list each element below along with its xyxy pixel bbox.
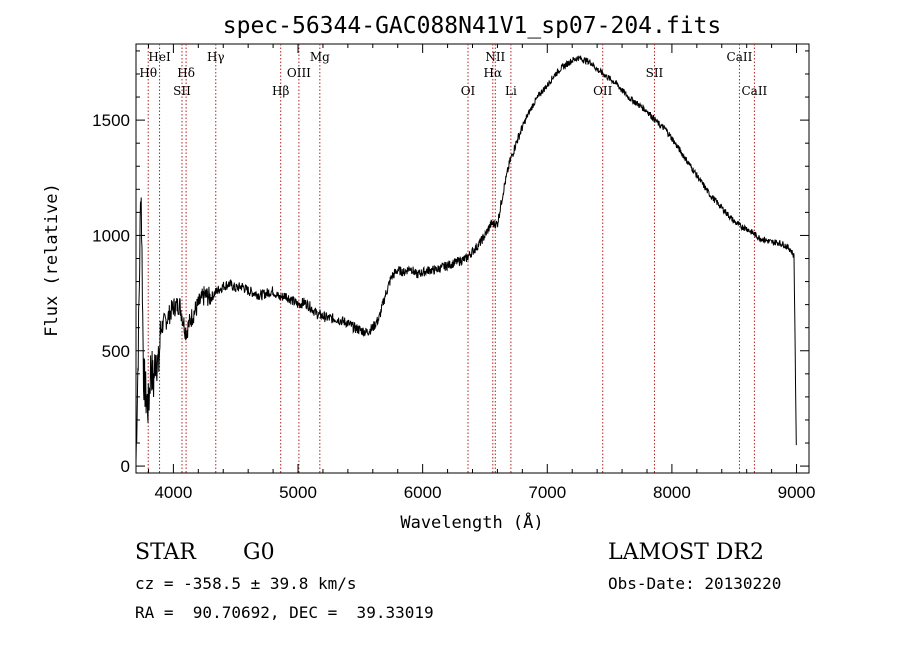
- x-tick-label-2: 6000: [404, 483, 442, 502]
- plot-frame: [135, 43, 810, 474]
- line-label-9: NII: [485, 50, 505, 64]
- subclass: G0: [243, 540, 275, 565]
- line-label-14: CaII: [727, 50, 753, 64]
- line-label-4: Hγ: [207, 50, 225, 64]
- line-label-1: Hθ: [139, 66, 157, 80]
- x-tick-label-3: 7000: [528, 483, 566, 502]
- y-axis-label: Flux (relative): [42, 183, 62, 337]
- line-label-8: OI: [461, 84, 476, 98]
- x-tick-label-0: 4000: [154, 483, 192, 502]
- redshift-velocity: cz = -358.5 ± 39.8 km/s: [135, 574, 357, 593]
- line-label-7: Mg: [310, 50, 330, 64]
- line-label-13: SII: [646, 66, 664, 80]
- line-label-12: OII: [593, 84, 613, 98]
- y-tick-label-1: 500: [102, 342, 130, 361]
- y-tick-label-2: 1000: [92, 226, 130, 245]
- x-axis-label: Wavelength (Å): [400, 511, 543, 533]
- line-label-2: Hδ: [177, 66, 195, 80]
- x-tick-label-4: 8000: [653, 483, 691, 502]
- x-tick-label-5: 9000: [778, 483, 816, 502]
- line-label-3: SII: [173, 84, 191, 98]
- observation-date: Obs-Date: 20130220: [608, 574, 782, 593]
- line-label-0: HeI: [148, 50, 171, 64]
- coordinates: RA = 90.70692, DEC = 39.33019: [135, 603, 434, 622]
- line-label-15: CaII: [741, 84, 767, 98]
- chart-title: spec-56344-GAC088N41V1_sp07-204.fits: [223, 13, 722, 39]
- line-label-11: Li: [505, 84, 517, 98]
- survey-label: LAMOST DR2: [608, 540, 764, 565]
- line-label-5: Hβ: [272, 84, 289, 98]
- y-tick-label-3: 1500: [92, 111, 130, 130]
- x-tick-label-1: 5000: [279, 483, 317, 502]
- spectrum-line: [135, 55, 797, 463]
- object-class: STAR: [135, 540, 196, 565]
- y-tick-label-0: 0: [121, 457, 130, 476]
- line-label-10: Hα: [484, 66, 503, 80]
- line-label-6: OIII: [287, 66, 311, 80]
